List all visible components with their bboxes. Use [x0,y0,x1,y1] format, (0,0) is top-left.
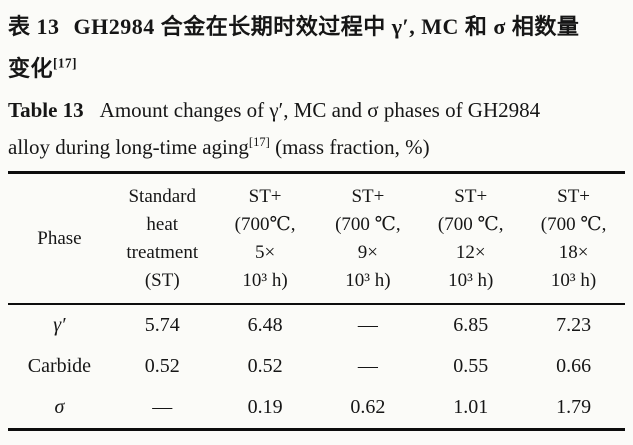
table-row: σ — 0.19 0.62 1.01 1.79 [8,387,625,430]
value-cell: 0.66 [556,355,592,377]
table-row: Carbide 0.52 0.52 — 0.55 0.66 [8,346,625,387]
header-line: Standard [128,186,197,207]
header-line: (700 ℃, [437,214,504,235]
caption-english: Table 13 Amount changes of γ′, MC and σ p… [8,92,625,166]
header-line: Phase [37,228,82,249]
header-line: 12× [455,242,486,263]
header-cell-col1: Standard heat treatment (ST) [110,172,214,305]
value-cell: — [357,355,378,377]
header-line: ST+ [351,186,385,207]
value-cell: 6.48 [247,314,283,336]
header-line: 9× [357,242,378,263]
header-line: (700℃, [234,214,296,235]
caption-chinese: 表 13 GH2984 合金在长期时效过程中 γ′, MC 和 σ 相数量 变化[… [8,6,625,90]
value-cell: 5.74 [144,314,180,336]
value-cell: 0.52 [144,355,180,377]
header-cell-col5: ST+ (700 ℃, 18× 10³ h) [522,172,625,305]
header-line: (700 ℃, [540,214,607,235]
caption-zh-text2: 变化 [8,56,54,81]
value-cell: 6.85 [453,314,489,336]
value-cell: — [152,396,173,418]
caption-zh-label: 表 13 [8,14,60,39]
caption-en-text2: alloy during long-time aging [8,135,249,159]
header-line: ST+ [248,186,282,207]
header-row: Phase Standard heat treatment (ST) ST+ (700℃, 5… [8,172,625,305]
caption-zh-line1: 表 13 GH2984 合金在长期时效过程中 γ′, MC 和 σ 相数量 [8,6,625,48]
citation-ref-en: [17] [248,135,270,149]
value-cell: 0.52 [247,355,283,377]
caption-zh-line2: 变化[17] [8,48,625,90]
header-cell-col0: Phase [8,172,111,305]
value-cell: — [357,314,378,336]
header-line: (700 ℃, [335,214,401,235]
header-line: ST+ [454,186,488,207]
table-header: Phase Standard heat treatment (ST) ST+ (700℃, 5… [8,172,625,305]
header-cell-col4: ST+ (700 ℃, 12× 10³ h) [419,172,523,305]
data-table: Phase Standard heat treatment (ST) ST+ (700℃, 5… [8,171,625,431]
caption-en-units: (mass fraction, %) [269,135,430,159]
header-cell-col2: ST+ (700℃, 5× 10³ h) [213,172,317,305]
value-cell: 1.79 [556,396,592,418]
caption-zh-text: GH2984 合金在长期时效过程中 γ′, MC 和 σ 相数量 [73,14,580,39]
value-cell: 0.55 [453,355,489,377]
caption-en-text: Amount changes of γ′, MC and σ phases of… [99,98,541,122]
value-cell: 1.01 [453,396,489,418]
caption-en-line1: Table 13 Amount changes of γ′, MC and σ p… [8,92,625,129]
scanned-paper-table-figure: 表 13 GH2984 合金在长期时效过程中 γ′, MC 和 σ 相数量 变化[… [8,6,625,431]
phase-cell: Carbide [27,355,92,377]
caption-en-line2: alloy during long-time aging[17] (mass f… [8,129,625,166]
header-line: 10³ h) [345,270,391,291]
header-line: heat [146,214,179,235]
header-line: 5× [254,242,276,263]
caption-en-label: Table 13 [8,98,84,122]
header-cell-col3: ST+ (700 ℃, 9× 10³ h) [316,172,420,305]
header-line: ST+ [557,186,591,207]
value-cell: 0.19 [247,396,283,418]
phase-cell: σ [54,396,65,418]
table-row: γ′ 5.74 6.48 — 6.85 7.23 [8,304,625,346]
value-cell: 7.23 [556,314,592,336]
header-line: 10³ h) [242,270,288,291]
phase-cell: γ′ [53,314,66,336]
table-body: γ′ 5.74 6.48 — 6.85 7.23 Carbide 0.52 0.52 — 0.55 0… [8,304,625,430]
header-line: (ST) [144,270,180,291]
value-cell: 0.62 [350,396,386,418]
header-line: 18× [558,242,589,263]
citation-ref-zh: [17] [53,55,77,71]
header-line: 10³ h) [448,270,494,291]
header-line: treatment [126,242,199,263]
header-line: 10³ h) [550,270,597,291]
